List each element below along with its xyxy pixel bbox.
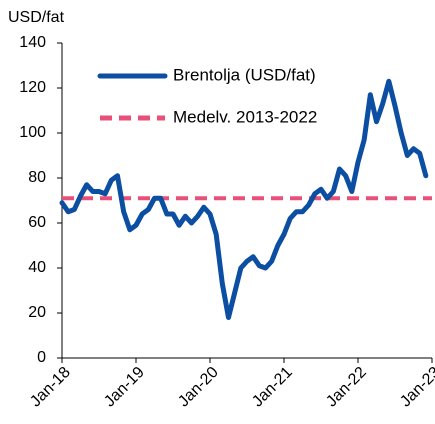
- y-tick-label: 100: [19, 124, 46, 141]
- y-tick-label: 120: [19, 79, 46, 96]
- x-tick-label: Jan-18: [27, 364, 74, 411]
- y-tick-label: 60: [28, 214, 46, 231]
- x-tick-label: Jan-19: [101, 364, 148, 411]
- y-tick-label: 0: [37, 349, 46, 366]
- x-tick-label: Jan-20: [175, 364, 222, 411]
- y-axis-label: USD/fat: [8, 9, 65, 26]
- y-tick-label: 80: [28, 169, 46, 186]
- y-tick-label: 140: [19, 34, 46, 51]
- y-tick-label: 20: [28, 304, 46, 321]
- x-tick-label: Jan-22: [323, 364, 370, 411]
- legend-label: Medelv. 2013-2022: [173, 107, 317, 126]
- x-tick-label: Jan-21: [249, 364, 296, 411]
- x-tick-label: Jan-23: [397, 364, 435, 411]
- data-line: [59, 78, 429, 320]
- legend-label: Brentolja (USD/fat): [173, 65, 316, 84]
- y-tick-label: 40: [28, 259, 46, 276]
